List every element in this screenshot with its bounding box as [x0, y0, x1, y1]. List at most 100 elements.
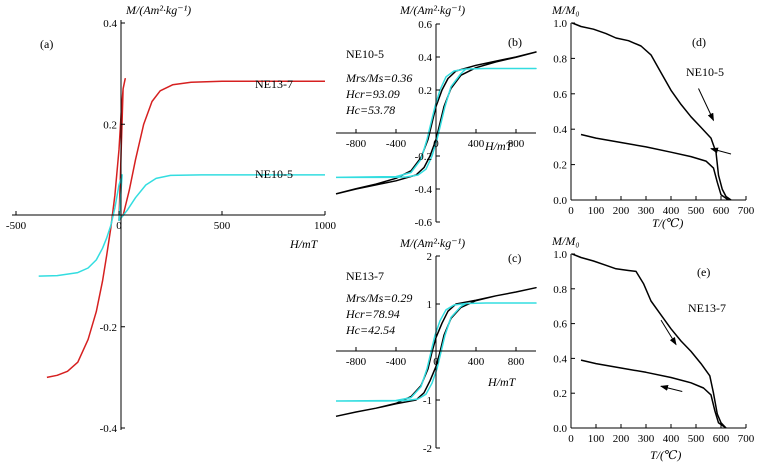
panel-b-ytick-label-4: 0.4	[418, 52, 432, 64]
panel-d-sample: NE10-5	[686, 65, 724, 79]
panel-e-xtick-label-6: 600	[713, 433, 730, 445]
panel-c-ytick-label-0: -2	[423, 443, 432, 455]
panel-a-ytick-label-3: 0.4	[103, 18, 117, 30]
panel-e-series-1-line	[580, 359, 727, 429]
panel-d-xtick-label-5: 500	[688, 205, 705, 217]
panel-c-label: (c)	[508, 251, 521, 265]
panel-b-ytick-label-5: 0.6	[418, 19, 432, 31]
panel-e-xtick-label-1: 100	[588, 433, 605, 445]
panel-c-ylabel: M/(Am²·kg⁻¹)	[399, 236, 465, 250]
panel-d-ytick-label-0: 0.0	[553, 195, 567, 207]
panel-d-ytick-label-2: 0.4	[553, 124, 567, 136]
panel-a-xtick-label-2: 500	[214, 220, 231, 232]
panel-e-xtick-label-3: 300	[638, 433, 655, 445]
panel-a-series-label-ne13-7: NE13-7	[255, 77, 293, 91]
panel-d-ytick-label-1: 0.2	[553, 160, 567, 172]
panel-d-ytick-label-3: 0.6	[553, 89, 567, 101]
panel-e-ytick-label-2: 0.4	[553, 353, 567, 365]
panel-a-ytick-label-2: 0.2	[103, 119, 117, 131]
panel-e-ticks: 0 100 200 300 400 500 600 700 0.0 0.2 0.4 0.6 0.8 1.0	[553, 249, 755, 445]
panel-e-xtick-label-4: 400	[663, 433, 680, 445]
panel-c-xlabel: H/mT	[487, 375, 517, 389]
panel-d-xtick-label-3: 300	[638, 205, 655, 217]
panel-c-xtick-label-3: 400	[468, 356, 485, 368]
panel-d-label: (d)	[692, 35, 706, 49]
panel-a-xtick-label-1: 0	[116, 220, 122, 232]
panel-c-xtick-label-1: -400	[386, 356, 407, 368]
panel-e-xtick-label-5: 500	[688, 433, 705, 445]
panel-d: 0 100 200 300 400 500 600 700 0.0 0.2 0.4 0.6 0.8 1.0…	[551, 3, 755, 230]
panel-d-series-1-line	[580, 133, 729, 201]
panel-b-xtick-label-1: -400	[386, 138, 407, 150]
panel-d-xtick-label-7: 700	[738, 205, 755, 217]
panel-b-curves	[335, 51, 537, 195]
panel-e-xtick-label-7: 700	[738, 433, 755, 445]
panel-c-curves	[335, 286, 537, 418]
panel-d-xlabel: T/(℃)	[652, 216, 683, 230]
panel-b-xtick-label-0: -800	[346, 138, 367, 150]
panel-b-xtick-label-3: 400	[468, 138, 485, 150]
panel-e: 0 100 200 300 400 500 600 700 0.0 0.2 0.4 0.6 0.8 1.0…	[551, 234, 755, 462]
panel-d-ytick-label-4: 0.8	[553, 53, 567, 65]
panel-d-curves	[572, 22, 732, 201]
panel-b-xlabel: H/mT	[484, 139, 514, 153]
panel-c-param-1: Mrs/Ms=0.29	[345, 291, 412, 305]
panel-e-xtick-label-2: 200	[613, 433, 630, 445]
panel-e-sample: NE13-7	[688, 301, 726, 315]
panel-a-xtick-label-0: -500	[6, 220, 27, 232]
panel-c-xtick-label-0: -800	[346, 356, 367, 368]
panel-e-arrow-0	[660, 319, 677, 346]
panel-a-xlabel: H/mT	[289, 237, 319, 251]
panel-d-ticks: 0 100 200 300 400 500 600 700 0.0 0.2 0.4 0.6 0.8 1.0	[553, 18, 755, 217]
panel-a-series-0-line	[46, 77, 325, 379]
panel-a-ticks: -500 0 500 1000 -0.4 -0.2 0.2 0.4	[6, 18, 337, 435]
panel-c-param-2: Hcr=78.94	[345, 307, 400, 321]
panel-e-curves	[572, 253, 727, 429]
panel-e-ytick-label-3: 0.6	[553, 319, 567, 331]
panel-d-ytick-label-5: 1.0	[553, 18, 567, 30]
panel-b-series-1-line	[335, 67, 537, 179]
panel-a-xtick-label-3: 1000	[314, 220, 337, 232]
panel-d-xtick-label-4: 400	[663, 205, 680, 217]
panel-e-xlabel: T/(℃)	[650, 448, 681, 462]
panel-a-ytick-label-0: -0.4	[100, 423, 118, 435]
panel-b-ticks: -800 -400 0 400 800 -0.6 -0.4 -0.2 0.2 0.4 0.6	[346, 19, 525, 229]
panel-d-arrow-0	[698, 88, 714, 122]
panel-b-param-2: Hcr=93.09	[345, 87, 400, 101]
panel-a-series-1-line	[38, 174, 325, 277]
panel-b-xtick-label-2: 0	[433, 138, 439, 150]
panel-d-xtick-label-0: 0	[568, 205, 574, 217]
panel-d-arrow-1	[710, 147, 732, 155]
panel-c: -800 -400 0 400 800 -2 -1 1 2 (c) M/(Am²·kg⁻¹) H…	[335, 236, 537, 455]
panel-e-ytick-label-4: 0.8	[553, 284, 567, 296]
panel-e-ytick-label-5: 1.0	[553, 249, 567, 261]
panel-b-param-3: Hc=53.78	[345, 103, 395, 117]
panel-a-ytick-label-1: -0.2	[100, 322, 117, 334]
panel-b-xtick-label-4: 800	[508, 138, 525, 150]
panel-d-xtick-label-6: 600	[713, 205, 730, 217]
panel-b: -800 -400 0 400 800 -0.6 -0.4 -0.2 0.2 0.4 0.6 (b)…	[335, 3, 537, 229]
panel-d-xtick-label-2: 200	[613, 205, 630, 217]
panel-b-ytick-label-2: -0.2	[415, 151, 432, 163]
panel-c-xtick-label-4: 800	[508, 356, 525, 368]
panel-d-xtick-label-1: 100	[588, 205, 605, 217]
panel-b-label: (b)	[508, 35, 522, 49]
panel-b-ytick-label-3: 0.2	[418, 85, 432, 97]
panel-c-ticks: -800 -400 0 400 800 -2 -1 1 2	[346, 251, 525, 455]
panel-a-series-label-ne10-5: NE10-5	[255, 167, 293, 181]
panel-c-ytick-label-1: -1	[423, 395, 432, 407]
panel-b-sample: NE10-5	[346, 47, 384, 61]
panel-a: -500 0 500 1000 -0.4 -0.2 0.2 0.4 (a) M/(Am²·kg…	[6, 3, 337, 435]
panel-e-arrow-1	[660, 384, 683, 392]
panel-c-ytick-label-2: 1	[427, 299, 433, 311]
panel-d-ylabel: M/M₀	[551, 3, 580, 17]
panel-b-param-1: Mrs/Ms=0.36	[345, 71, 412, 85]
panel-d-series-0-line	[572, 22, 732, 201]
panel-e-series-0-line	[572, 253, 727, 429]
panel-b-ytick-label-0: -0.6	[415, 217, 433, 229]
panel-c-param-3: Hc=42.54	[345, 323, 395, 337]
panel-e-label: (e)	[697, 265, 710, 279]
panel-a-label: (a)	[40, 37, 53, 51]
